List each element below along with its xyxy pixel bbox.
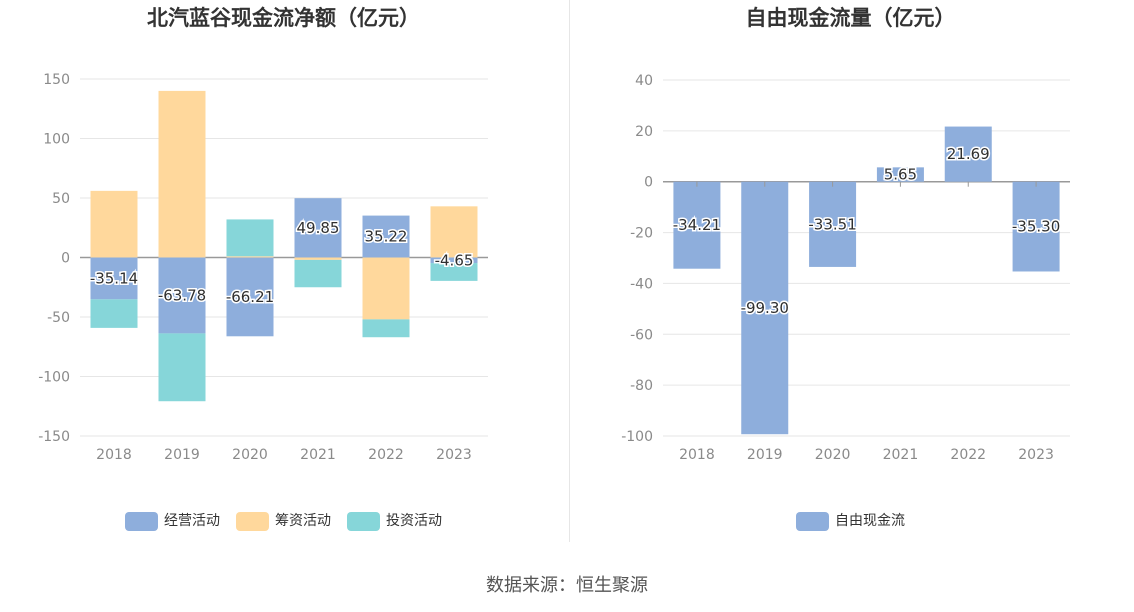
- y-tick-label: -20: [630, 226, 653, 242]
- data-label: 5.65: [884, 166, 917, 184]
- bar-筹资活动-2020: [226, 256, 274, 258]
- data-label: -63.78: [158, 286, 206, 304]
- y-tick-label: 40: [635, 73, 653, 89]
- free-cash-flow-plot: 40 20 0 -20 -40 -60 -80 -100 2018 2019 2020 2021 202…: [621, 73, 1070, 463]
- x-tick-label: 2018: [679, 447, 715, 463]
- data-label: -35.30: [1012, 218, 1060, 236]
- legend-swatch: [347, 511, 380, 531]
- bar-筹资活动-2023: [430, 206, 478, 258]
- bar-自由现金流-2023: [1012, 181, 1060, 272]
- y-tick-label: -100: [621, 429, 653, 445]
- data-label: -99.30: [741, 299, 789, 317]
- data-label: -33.51: [808, 215, 856, 233]
- legend-item[interactable]: 自由现金流: [796, 511, 905, 531]
- bar-自由现金流-2022: [944, 126, 992, 182]
- cash-flow-net-chart: 北汽蓝谷现金流净额（亿元） 150 100 50 0 -50 -100 -150 2018 20…: [0, 0, 567, 545]
- free-cash-flow-chart: 自由现金流量（亿元） 40 20 0 -20 -40 -60 -80 -100 2018 2019…: [567, 0, 1134, 545]
- bar-经营活动-2019: [158, 257, 206, 334]
- x-tick-label: 2020: [815, 447, 851, 463]
- data-label: -66.21: [226, 288, 274, 306]
- legend: 经营活动 筹资活动 投资活动: [0, 511, 567, 531]
- data-source: 数据来源：恒生聚源: [486, 575, 648, 596]
- x-tick-label: 2018: [96, 447, 132, 463]
- y-tick-label: -50: [47, 310, 70, 326]
- bar-经营活动-2022: [362, 215, 410, 258]
- data-label: -35.14: [90, 269, 138, 287]
- bar-经营活动-2023: [430, 257, 478, 264]
- bar-投资活动-2022: [362, 319, 410, 338]
- bar-筹资活动-2018: [90, 190, 138, 258]
- legend-label: 自由现金流: [835, 513, 905, 529]
- legend: 自由现金流: [567, 511, 1134, 531]
- bar-筹资活动-2021: [294, 257, 342, 260]
- data-label: 49.85: [297, 219, 340, 237]
- y-tick-label: 20: [635, 124, 653, 140]
- x-tick-label: 2020: [232, 447, 268, 463]
- x-tick-label: 2021: [883, 447, 919, 463]
- bar-投资活动-2018: [90, 299, 138, 328]
- bar-自由现金流-2018: [673, 181, 721, 269]
- x-tick-label: 2019: [747, 447, 783, 463]
- y-tick-label: 0: [61, 251, 70, 267]
- bar-经营活动-2021: [294, 198, 342, 258]
- legend-swatch: [796, 511, 829, 531]
- x-tick-label: 2023: [1018, 447, 1054, 463]
- x-tick-label: 2019: [164, 447, 200, 463]
- data-label: 21.69: [947, 145, 990, 163]
- x-tick-label: 2022: [368, 447, 404, 463]
- y-tick-label: -80: [630, 378, 653, 394]
- legend-swatch: [125, 511, 158, 531]
- bar-自由现金流-2021: [876, 167, 924, 182]
- bar-自由现金流-2020: [809, 181, 857, 267]
- chart-title: 自由现金流量（亿元）: [745, 6, 956, 30]
- x-tick-label: 2021: [300, 447, 336, 463]
- legend-label: 投资活动: [386, 513, 442, 529]
- y-tick-label: -100: [38, 370, 70, 386]
- bar-投资活动-2023: [430, 263, 478, 281]
- bar-自由现金流-2019: [741, 181, 789, 435]
- legend-swatch: [236, 511, 269, 531]
- y-tick-label: 50: [52, 191, 70, 207]
- y-tick-label: -40: [630, 276, 653, 292]
- legend-label: 经营活动: [164, 513, 220, 529]
- legend-label: 筹资活动: [275, 513, 331, 529]
- bar-经营活动-2018: [90, 257, 138, 300]
- bar-筹资活动-2019: [158, 90, 206, 258]
- cash-flow-net-plot: 150 100 50 0 -50 -100 -150 2018 2019 2020 2021 2022…: [38, 72, 488, 463]
- legend-item[interactable]: 经营活动: [125, 511, 220, 531]
- y-tick-label: 150: [43, 72, 70, 88]
- panel-divider: [569, 0, 570, 542]
- y-tick-label: 0: [644, 175, 653, 191]
- x-tick-label: 2023: [436, 447, 472, 463]
- y-tick-label: 100: [43, 132, 70, 148]
- legend-item[interactable]: 筹资活动: [236, 511, 331, 531]
- data-label: -34.21: [673, 216, 721, 234]
- legend-item[interactable]: 投资活动: [347, 511, 442, 531]
- bar-筹资活动-2022: [362, 257, 410, 320]
- y-tick-label: -60: [630, 327, 653, 343]
- data-label: 35.22: [365, 228, 408, 246]
- bar-经营活动-2020: [226, 257, 274, 337]
- x-tick-label: 2022: [950, 447, 986, 463]
- bar-投资活动-2020: [226, 219, 274, 257]
- bar-投资活动-2021: [294, 259, 342, 288]
- chart-title: 北汽蓝谷现金流净额（亿元）: [147, 6, 420, 30]
- bar-投资活动-2019: [158, 333, 206, 402]
- y-tick-label: -150: [38, 429, 70, 445]
- data-label: -4.65: [435, 251, 474, 269]
